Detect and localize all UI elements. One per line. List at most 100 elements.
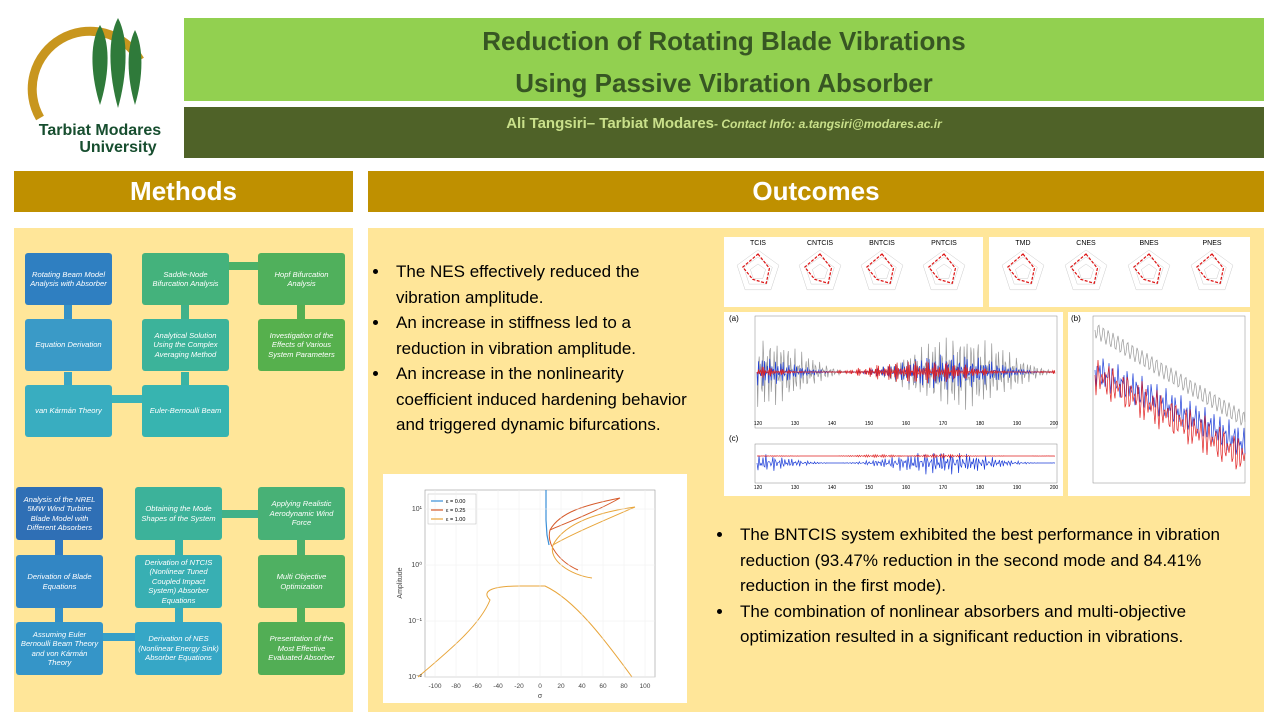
y-tick-label: 10⁻² xyxy=(408,674,422,681)
x-tick-label: -60 xyxy=(472,683,482,690)
bullet: The combination of nonlinear absorbers a… xyxy=(734,599,1252,650)
flow-box: Obtaining the Mode Shapes of the System xyxy=(135,487,222,540)
radar-title: TMD xyxy=(1015,240,1030,247)
radar-figure xyxy=(724,237,983,307)
x-tick-label: 140 xyxy=(828,485,837,491)
flow-box: Derivation of NTCIS (Nonlinear Tuned Cou… xyxy=(135,555,222,608)
y-axis-label: Amplitude xyxy=(397,567,404,598)
radar-grid xyxy=(874,263,890,279)
radar-grid xyxy=(1190,249,1234,291)
x-tick-label: 140 xyxy=(828,421,837,427)
flow-box: Presentation of the Most Effective Evalu… xyxy=(258,622,345,675)
x-tick-label: 0 xyxy=(538,683,542,690)
radar-title: TCIS xyxy=(750,240,766,247)
radar-grid xyxy=(736,249,780,291)
bullet: The NES effectively reduced the vibratio… xyxy=(390,259,698,310)
x-tick-label: 180 xyxy=(976,485,985,491)
x-tick-label: 170 xyxy=(939,485,948,491)
radar-grid xyxy=(936,263,952,279)
x-tick-label: 180 xyxy=(976,421,985,427)
radar-grid xyxy=(867,256,897,285)
radar-grid xyxy=(1071,256,1101,285)
x-tick-label: 40 xyxy=(578,683,586,690)
plot-frame xyxy=(754,443,1058,484)
radar-grid xyxy=(1134,256,1164,285)
x-tick-label: -20 xyxy=(514,683,524,690)
y-tick-label: 10¹ xyxy=(412,506,423,513)
section-title: Methods xyxy=(14,171,353,212)
signal-line xyxy=(1094,358,1246,455)
title-line: Reduction of Rotating Blade Vibrations xyxy=(482,26,966,56)
radar-grid xyxy=(743,256,773,285)
bullet: An increase in stiffness led to a reduct… xyxy=(390,310,698,361)
x-tick-label: -100 xyxy=(428,683,441,690)
logo-tree xyxy=(128,30,142,105)
radar-title: BNTCIS xyxy=(869,240,895,247)
radar-grid xyxy=(750,263,766,279)
radar-grid xyxy=(922,249,966,291)
x-tick-label: 130 xyxy=(791,421,800,427)
flow-box: Derivation of Blade Equations xyxy=(16,555,103,608)
curve xyxy=(417,585,633,678)
radar-grid xyxy=(1015,263,1031,279)
y-tick-label: 10⁰ xyxy=(411,561,422,569)
title-line: Using Passive Vibration Absorber xyxy=(515,68,933,98)
curve xyxy=(551,506,636,579)
radar-figure xyxy=(989,237,1250,307)
logo: Tarbiat Modares University xyxy=(27,18,162,156)
panel-label: (b) xyxy=(1071,314,1081,323)
x-tick-label: 170 xyxy=(939,421,948,427)
radar-grid xyxy=(1141,263,1157,279)
radar-shape xyxy=(1132,253,1162,285)
radar-shape xyxy=(865,253,895,285)
radar-title: CNES xyxy=(1076,240,1096,247)
radar-shape xyxy=(927,253,957,285)
curve xyxy=(548,497,621,571)
section-title: Outcomes xyxy=(368,171,1264,212)
radar-grid xyxy=(1127,249,1171,291)
x-tick-label: 150 xyxy=(865,421,874,427)
radar-grid xyxy=(929,256,959,285)
x-tick-label: 190 xyxy=(1013,421,1022,427)
x-tick-label: 60 xyxy=(599,683,607,690)
bullet-list: The BNTCIS system exhibited the best per… xyxy=(712,522,1252,650)
radar-shape xyxy=(741,253,771,285)
radar-shape xyxy=(1069,253,1099,285)
x-tick-label: 20 xyxy=(557,683,565,690)
radar-shape xyxy=(803,253,833,285)
title-bar: Reduction of Rotating Blade Vibrations U… xyxy=(184,18,1264,101)
flow-box: Analytical Solution Using the Complex Av… xyxy=(142,319,229,371)
radar-title: BNES xyxy=(1139,240,1158,247)
x-tick-label: 120 xyxy=(754,421,763,427)
logo-tree xyxy=(110,18,126,108)
plot-frame xyxy=(1092,315,1246,484)
signal-line xyxy=(1094,324,1246,426)
radar-grid xyxy=(860,249,904,291)
x-tick-label: 100 xyxy=(640,683,651,690)
flow-box: Applying Realistic Aerodynamic Wind Forc… xyxy=(258,487,345,540)
flow-box: Multi Objective Optimization xyxy=(258,555,345,608)
logo-tree xyxy=(92,25,108,105)
authors: Ali Tangsiri– Tarbiat Modares xyxy=(506,115,715,132)
plot-frame xyxy=(754,315,1058,429)
radar-grid xyxy=(1197,256,1227,285)
flow-box: Saddle-Node Bifurcation Analysis xyxy=(142,253,229,305)
author-bar: Ali Tangsiri– Tarbiat Modares- Contact I… xyxy=(184,107,1264,158)
x-tick-label: -80 xyxy=(451,683,461,690)
legend-label: ε = 0.25 xyxy=(446,508,465,514)
flow-box: Analysis of the NREL 5MW Wind Turbine Bl… xyxy=(16,487,103,540)
x-tick-label: 130 xyxy=(791,485,800,491)
signal-line xyxy=(756,453,1056,475)
radar-shape xyxy=(1195,253,1225,285)
x-tick-label: 160 xyxy=(902,485,911,491)
radar-grid xyxy=(1078,263,1094,279)
bullet-list: The NES effectively reduced the vibratio… xyxy=(368,259,698,438)
radar-grid xyxy=(1204,263,1220,279)
radar-grid xyxy=(812,263,828,279)
flow-box: Euler-Bernoulli Beam xyxy=(142,385,229,437)
x-tick-label: 160 xyxy=(902,421,911,427)
contact: - Contact Info: a.tangsiri@modares.ac.ir xyxy=(714,117,942,131)
logo-text: Tarbiat Modares xyxy=(39,122,162,139)
